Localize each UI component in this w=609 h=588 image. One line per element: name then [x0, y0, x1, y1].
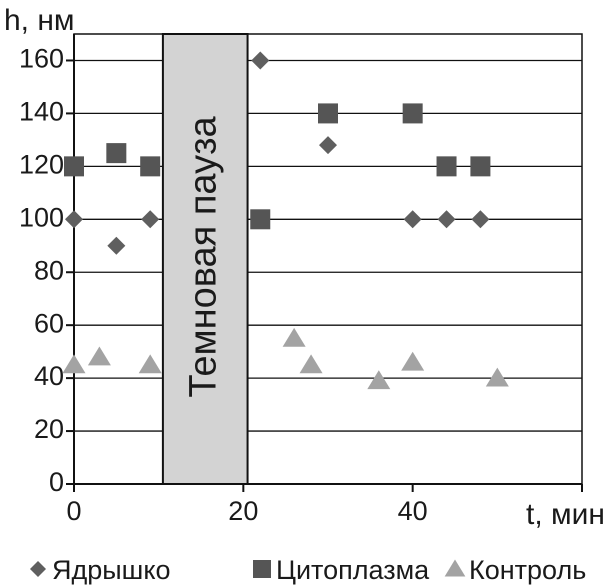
square-point	[250, 209, 271, 230]
legend-label: Ядрышко	[52, 555, 170, 585]
legend: Ядрышко Цитоплазма Контроль	[30, 555, 586, 585]
y-axis-title: h, нм	[4, 4, 75, 37]
x-tick-label: 0	[66, 496, 81, 526]
legend-label: Контроль	[469, 555, 586, 585]
legend-square-icon	[253, 560, 271, 578]
plot-frame	[73, 33, 583, 485]
triangle-point	[401, 351, 425, 371]
y-tick-label: 0	[49, 467, 64, 497]
x-tick-label: 40	[398, 496, 428, 526]
diamond-point	[107, 236, 126, 255]
grid	[73, 33, 583, 485]
axes	[66, 34, 583, 492]
diamond-point	[403, 210, 422, 229]
y-tick-label: 100	[19, 202, 64, 232]
square-point	[402, 103, 423, 124]
data-points	[62, 51, 509, 390]
triangle-point	[138, 354, 162, 374]
square-point	[106, 143, 127, 164]
square-point	[64, 156, 84, 177]
triangle-point	[62, 354, 86, 374]
series-square	[64, 103, 491, 230]
y-tick-label: 120	[19, 149, 64, 179]
y-tick-label: 60	[34, 308, 64, 338]
legend-item: Цитоплазма	[253, 555, 430, 585]
legend-diamond-icon	[30, 561, 46, 577]
diamond-point	[471, 210, 490, 229]
y-tick-label: 160	[19, 44, 64, 74]
legend-item: Ядрышко	[30, 555, 170, 585]
square-point	[436, 156, 457, 177]
y-tick-label: 80	[34, 255, 64, 285]
dark-pause-region	[161, 33, 249, 485]
legend-triangle-icon	[444, 559, 466, 577]
tick-labels: 0 20 40 60 80 100 120 140 160 0 20 40	[19, 44, 428, 526]
diamond-point	[141, 210, 160, 229]
square-point	[318, 103, 338, 124]
diamond-point	[251, 51, 270, 70]
series-triangle	[62, 327, 509, 390]
x-tick-label: 20	[228, 496, 258, 526]
legend-label: Цитоплазма	[276, 555, 430, 585]
triangle-point	[485, 367, 509, 387]
diamond-point	[65, 210, 83, 229]
dark-pause-label: Темновая пауза	[182, 115, 224, 397]
y-tick-label: 140	[19, 97, 64, 127]
y-tick-label: 20	[34, 414, 64, 444]
legend-item: Контроль	[444, 555, 586, 585]
triangle-point	[87, 346, 111, 366]
diamond-point	[319, 136, 337, 155]
square-point	[140, 156, 161, 177]
triangle-point	[282, 327, 306, 347]
square-point	[470, 156, 491, 177]
triangle-point	[299, 354, 323, 374]
x-axis-title: t, мин	[526, 498, 605, 531]
series-diamond	[65, 51, 490, 255]
diamond-point	[437, 210, 456, 229]
y-tick-label: 40	[34, 361, 64, 391]
triangle-point	[367, 370, 391, 390]
